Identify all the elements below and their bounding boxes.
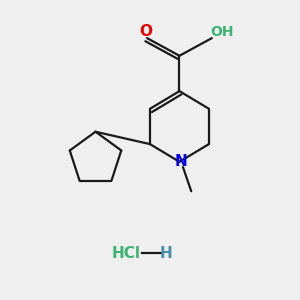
Text: O: O	[139, 24, 152, 39]
Text: H: H	[160, 246, 172, 261]
Text: HCl: HCl	[112, 246, 141, 261]
Text: OH: OH	[210, 25, 234, 39]
Text: N: N	[175, 154, 187, 169]
